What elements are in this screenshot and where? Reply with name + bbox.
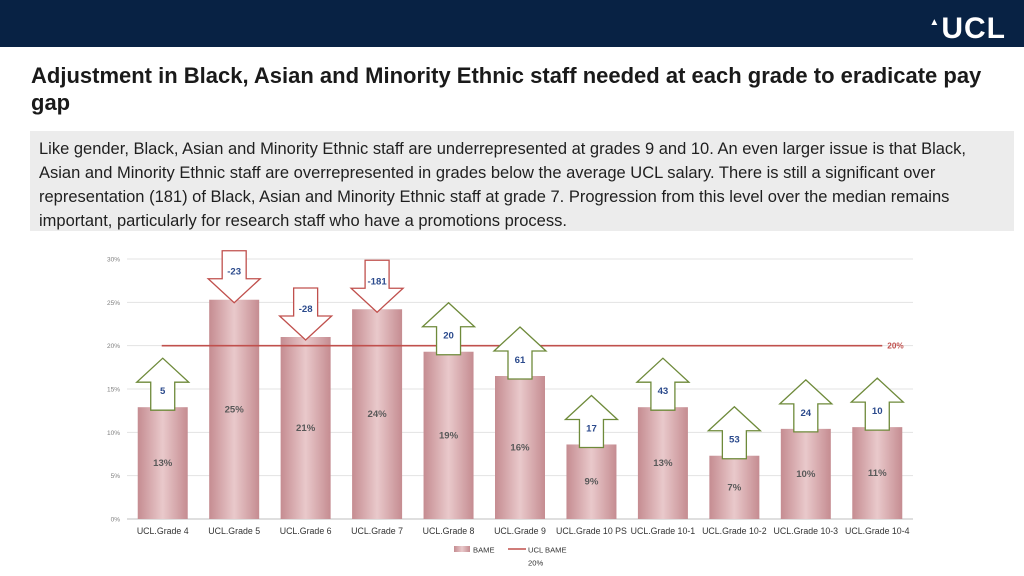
arrow-up-icon	[706, 405, 763, 460]
x-tick-label: UCL.Grade 6	[280, 526, 332, 536]
bar	[709, 455, 760, 519]
adjustment-label: -28	[299, 304, 314, 315]
bar	[280, 337, 331, 519]
bar	[852, 427, 903, 519]
legend-label: BAME	[473, 546, 495, 555]
arrow-up-icon	[420, 301, 477, 356]
x-tick-label: UCL.Grade 10-1	[631, 526, 696, 536]
portico-icon: ▲	[929, 17, 941, 28]
adjustment-label: 43	[658, 386, 669, 397]
adjustment-label: 61	[515, 355, 526, 366]
y-tick-label: 0%	[111, 517, 121, 524]
adjustment-label: 24	[800, 408, 811, 419]
x-tick-label: UCL.Grade 9	[494, 526, 546, 536]
x-tick-label: UCL.Grade 7	[351, 526, 403, 536]
bar-data-label: 21%	[296, 423, 316, 434]
bar-data-label: 7%	[727, 482, 741, 493]
y-tick-label: 10%	[107, 430, 120, 437]
bar	[780, 428, 831, 519]
bar-chart: 0% 5% 10% 15% 20% 25% 30% 13% UCL.Grade 4 25% UCL.…	[107, 250, 913, 568]
bar	[352, 309, 403, 519]
y-tick-label: 15%	[107, 387, 120, 394]
bar-data-label: 9%	[585, 477, 599, 488]
legend-label: UCL BAME	[528, 546, 567, 555]
y-tick-label: 25%	[107, 300, 120, 307]
y-tick-label: 5%	[111, 473, 121, 480]
arrow-up-icon	[135, 357, 191, 411]
bar	[423, 351, 474, 519]
arrow-up-icon	[492, 326, 548, 380]
bar-data-label: 16%	[510, 443, 530, 454]
bar-data-label: 10%	[796, 469, 816, 480]
legend-sub-label: 20%	[528, 559, 543, 568]
arrow-down-icon	[349, 259, 405, 314]
bar	[566, 444, 617, 519]
bar	[637, 407, 688, 519]
x-tick-label: UCL.Grade 4	[137, 526, 189, 536]
bar-data-label: 13%	[653, 458, 673, 469]
arrow-up-icon	[635, 357, 691, 411]
adjustment-label: 53	[729, 435, 740, 446]
x-tick-label: UCL.Grade 8	[423, 526, 475, 536]
x-tick-label: UCL.Grade 10-3	[774, 526, 839, 536]
bar	[495, 376, 545, 519]
logo-text: UCL	[941, 12, 1006, 45]
bar-data-label: 25%	[225, 404, 245, 415]
intro-text-box: Like gender, Black, Asian and Minority E…	[30, 131, 1014, 231]
bar-data-label: 24%	[367, 409, 387, 420]
x-tick-label: UCL.Grade 10 PS	[556, 526, 627, 536]
reference-line-label: 20%	[887, 342, 904, 351]
adjustment-label: 20	[443, 331, 454, 342]
x-tick-label: UCL.Grade 5	[208, 526, 260, 536]
header-bar: ▲ UCL	[0, 0, 1024, 47]
bar-data-label: 13%	[153, 458, 173, 469]
arrow-down-icon	[277, 287, 334, 341]
adjustment-label: 5	[160, 386, 166, 397]
bar	[209, 299, 260, 519]
ucl-logo: ▲ UCL	[929, 12, 1006, 45]
adjustment-label: 10	[872, 406, 883, 417]
adjustment-label: 17	[586, 423, 597, 434]
adjustment-label: -181	[367, 276, 387, 287]
x-tick-label: UCL.Grade 10-4	[845, 526, 910, 536]
bar-data-label: 19%	[439, 430, 459, 441]
arrow-up-icon	[778, 378, 834, 433]
y-tick-label: 20%	[107, 343, 120, 350]
bar	[137, 407, 188, 519]
adjustment-label: -23	[227, 267, 241, 278]
bar-data-label: 11%	[868, 468, 887, 479]
legend-bar-swatch	[454, 546, 470, 552]
y-tick-label: 30%	[107, 257, 120, 264]
arrow-up-icon	[563, 394, 620, 449]
page-title: Adjustment in Black, Asian and Minority …	[31, 63, 982, 115]
arrow-down-icon	[206, 250, 262, 304]
arrow-up-icon	[849, 377, 905, 431]
x-tick-label: UCL.Grade 10-2	[702, 526, 767, 536]
